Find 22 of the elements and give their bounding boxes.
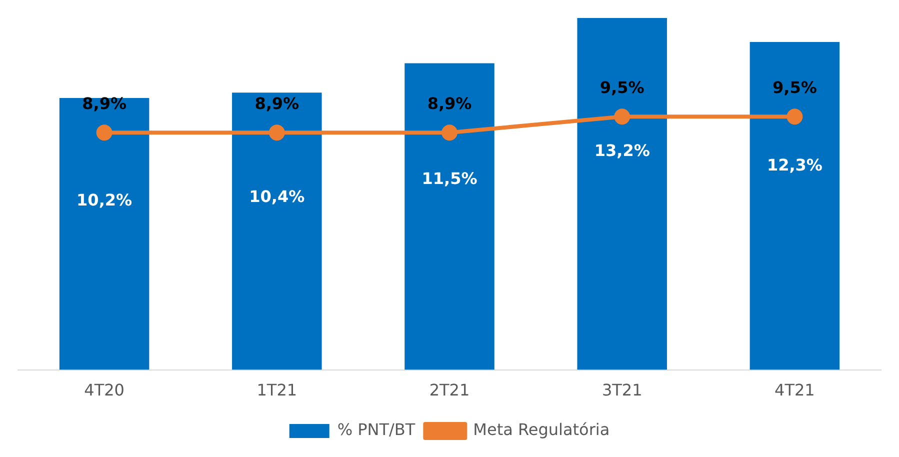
bar bbox=[577, 18, 667, 370]
data-label: 11,5% bbox=[422, 168, 478, 188]
data-label: 8,9% bbox=[427, 94, 472, 113]
bar bbox=[59, 98, 150, 370]
legend-label: % PNT/BT bbox=[337, 420, 416, 440]
data-label: 9,5% bbox=[600, 78, 644, 97]
data-label: 10,4% bbox=[249, 187, 305, 206]
legend-label: Meta Regulatória bbox=[473, 420, 610, 440]
x-tick-label: 4T21 bbox=[774, 380, 815, 400]
bar bbox=[232, 92, 322, 370]
x-tick-label: 3T21 bbox=[602, 380, 642, 400]
data-label: 10,2% bbox=[76, 190, 132, 210]
data-label: 8,9% bbox=[254, 94, 300, 113]
data-label: 12,3% bbox=[766, 156, 822, 175]
bar bbox=[750, 42, 840, 370]
bar bbox=[404, 63, 494, 370]
x-tick-label: 1T21 bbox=[256, 380, 298, 400]
data-label: 13,2% bbox=[594, 140, 650, 160]
data-label: 8,9% bbox=[82, 94, 126, 113]
data-label: 9,5% bbox=[772, 78, 817, 97]
x-tick-label: 4T20 bbox=[84, 380, 124, 400]
x-tick-label: 2T21 bbox=[429, 380, 470, 400]
